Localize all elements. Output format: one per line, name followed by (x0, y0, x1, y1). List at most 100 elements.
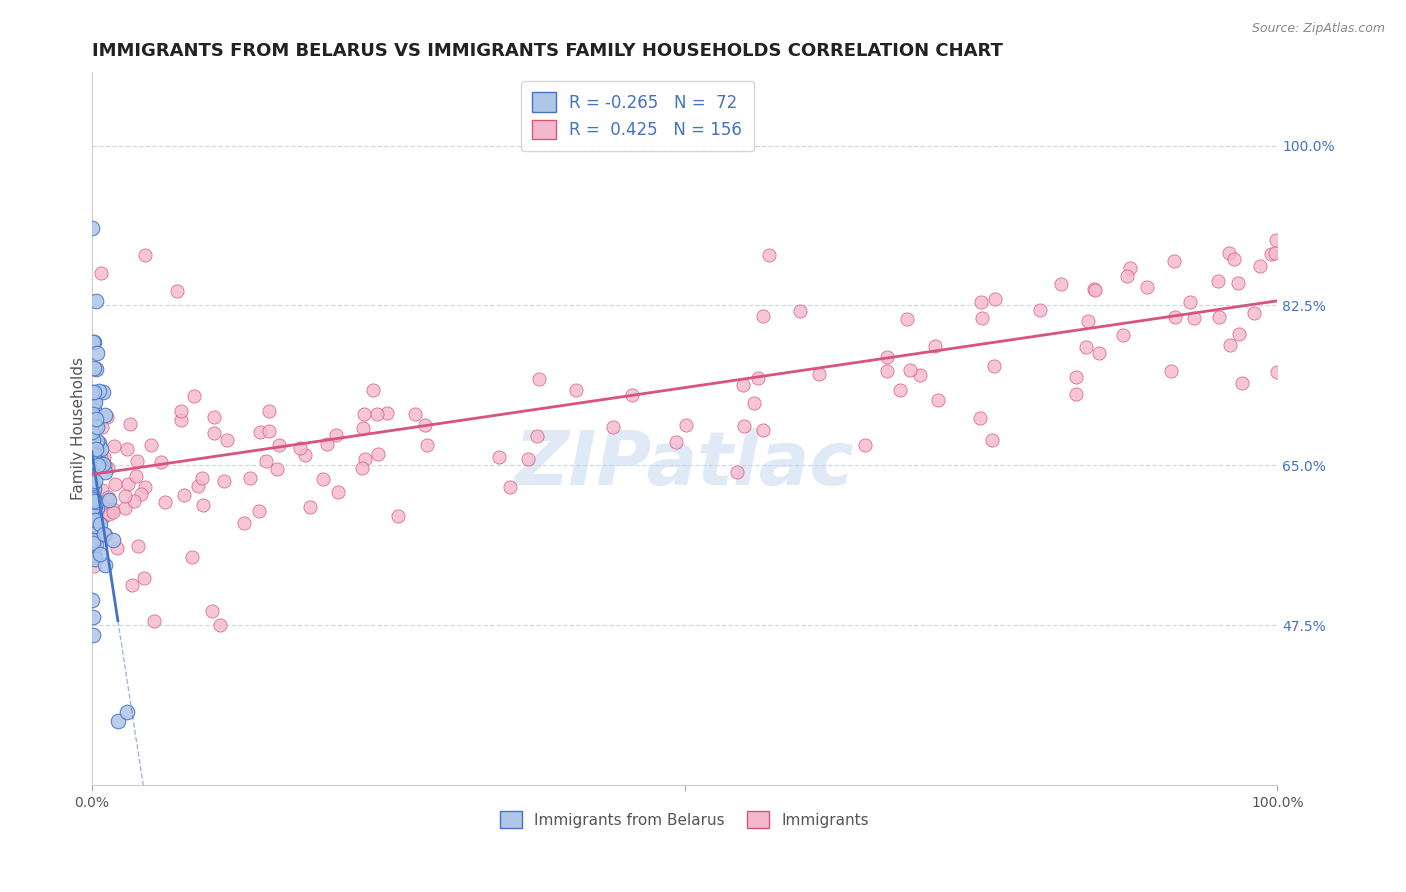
Point (1076, 340, 1098, 354)
Point (115, 442, 138, 457)
Point (1160, 364, 1182, 378)
Point (983, 359, 1005, 373)
Point (103, 505, 125, 519)
Point (94, 527, 117, 541)
Point (191, 471, 214, 485)
Point (166, 284, 188, 298)
Point (621, 388, 644, 402)
Point (134, 248, 156, 262)
Point (312, 472, 335, 486)
Point (82, 500, 104, 514)
Point (82, 540, 104, 554)
Point (107, 714, 129, 728)
Point (86, 420, 108, 434)
Point (1164, 310, 1187, 325)
Point (82, 425, 104, 439)
Point (789, 304, 811, 318)
Point (82, 414, 104, 428)
Point (1265, 234, 1288, 248)
Point (758, 248, 780, 262)
Point (82, 335, 104, 350)
Point (84, 293, 107, 308)
Point (82, 530, 104, 544)
Point (602, 420, 624, 434)
Point (747, 370, 769, 384)
Point (87, 458, 110, 473)
Point (83, 508, 105, 522)
Point (122, 494, 145, 508)
Point (526, 429, 548, 443)
Point (117, 476, 139, 491)
Point (1118, 261, 1140, 276)
Point (105, 541, 128, 555)
Point (1219, 337, 1241, 351)
Point (733, 419, 755, 434)
Point (84, 499, 107, 513)
Point (889, 383, 911, 397)
Point (91, 457, 114, 471)
Point (294, 448, 316, 462)
Point (91, 419, 114, 434)
Point (316, 436, 339, 450)
Point (1206, 274, 1229, 288)
Point (1163, 253, 1185, 268)
Point (91, 385, 114, 400)
Point (984, 292, 1007, 306)
Point (83, 549, 105, 563)
Point (94, 465, 117, 479)
Point (249, 425, 271, 439)
Point (352, 421, 374, 435)
Point (83, 421, 105, 435)
Point (82, 451, 104, 466)
Point (82, 518, 104, 533)
Point (257, 424, 280, 438)
Point (82, 536, 104, 550)
Point (752, 423, 775, 437)
Point (84, 442, 107, 456)
Point (257, 403, 280, 417)
Point (83, 475, 105, 489)
Point (101, 533, 124, 547)
Point (326, 485, 349, 500)
Point (84, 519, 107, 533)
Point (363, 383, 385, 397)
Point (82, 542, 104, 557)
Point (215, 433, 238, 447)
Point (89, 547, 111, 561)
Point (1083, 282, 1105, 296)
Point (80, 220, 103, 235)
Point (416, 437, 439, 451)
Point (908, 368, 931, 383)
Point (1208, 310, 1230, 325)
Point (1178, 295, 1201, 310)
Point (290, 442, 312, 456)
Point (299, 500, 322, 514)
Point (366, 407, 388, 421)
Point (927, 392, 949, 407)
Point (82, 460, 104, 475)
Point (83, 446, 105, 460)
Point (1218, 246, 1240, 260)
Point (187, 479, 209, 493)
Point (127, 539, 149, 553)
Point (121, 578, 143, 592)
Point (83, 533, 105, 548)
Point (1136, 280, 1159, 294)
Point (90, 451, 112, 466)
Point (93, 450, 115, 464)
Point (924, 338, 946, 352)
Point (499, 480, 522, 494)
Point (103, 439, 125, 453)
Point (84, 362, 107, 376)
Point (90, 442, 112, 457)
Point (89, 517, 111, 532)
Point (367, 447, 389, 461)
Point (1227, 327, 1250, 342)
Point (1084, 283, 1107, 297)
Point (675, 418, 697, 433)
Point (127, 454, 149, 468)
Point (84, 552, 107, 566)
Point (125, 468, 148, 483)
Y-axis label: Family Households: Family Households (72, 358, 86, 500)
Point (527, 372, 550, 386)
